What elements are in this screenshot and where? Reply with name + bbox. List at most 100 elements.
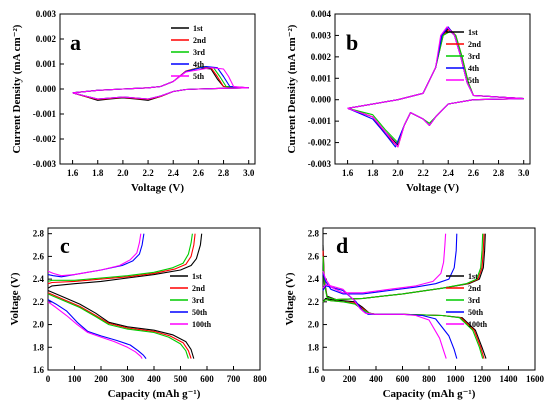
x-tick-label: 400 xyxy=(147,374,161,384)
x-tick-label: 1.6 xyxy=(67,168,79,178)
series-line xyxy=(72,87,249,100)
y-tick-label: 2.6 xyxy=(308,251,320,261)
y-tick-label: 0.003 xyxy=(36,9,57,19)
series-line xyxy=(347,26,524,109)
series-line xyxy=(72,87,249,100)
series-line xyxy=(322,233,484,301)
x-tick-label: 800 xyxy=(422,374,436,384)
y-tick-label: 0.002 xyxy=(36,34,57,44)
series-line xyxy=(347,98,524,148)
series-3rd xyxy=(72,65,249,100)
x-tick-label: 800 xyxy=(253,374,267,384)
y-tick-label: 2.0 xyxy=(33,320,45,330)
series-line xyxy=(47,233,203,289)
x-tick-label: 3.0 xyxy=(518,168,530,178)
x-tick-label: 2.2 xyxy=(142,168,154,178)
plot-frame xyxy=(334,13,531,165)
series-1st xyxy=(47,233,203,359)
series-line xyxy=(347,98,524,146)
x-tick-label: 500 xyxy=(174,374,188,384)
x-tick-label: 1600 xyxy=(526,374,545,384)
series-line xyxy=(47,289,195,359)
x-axis-label: Capacity (mAh g⁻¹) xyxy=(383,388,476,400)
legend-entry: 4th xyxy=(193,60,205,69)
series-line xyxy=(47,233,193,282)
series-2nd xyxy=(347,28,524,148)
y-tick-label: -0.003 xyxy=(33,159,57,169)
series-line xyxy=(72,87,249,101)
x-tick-label: 600 xyxy=(396,374,410,384)
x-tick-label: 2.0 xyxy=(392,168,404,178)
x-tick-label: 2.4 xyxy=(443,168,455,178)
legend-entry: 2nd xyxy=(468,40,481,49)
series-3rd xyxy=(47,233,193,359)
x-tick-label: 2.6 xyxy=(468,168,480,178)
series-line xyxy=(322,284,447,359)
series-100th xyxy=(322,233,447,359)
series-line xyxy=(322,233,458,295)
series-line xyxy=(72,67,249,94)
legend-entry: 1st xyxy=(468,272,478,281)
x-tick-label: 1.8 xyxy=(92,168,104,178)
panel-label: c xyxy=(60,233,70,258)
legend-entry: 1st xyxy=(193,24,203,33)
legend-entry: 4th xyxy=(468,64,480,73)
legend-entry: 1st xyxy=(192,272,202,281)
y-axis-label: Current Density (mA cm⁻²) xyxy=(286,24,298,153)
y-tick-label: 2.6 xyxy=(33,251,45,261)
x-tick-label: 1200 xyxy=(473,374,492,384)
x-tick-label: 2.8 xyxy=(493,168,505,178)
y-tick-label: 2.8 xyxy=(308,229,320,239)
series-5th xyxy=(72,67,249,100)
series-line xyxy=(322,299,485,359)
series-5th xyxy=(347,26,524,148)
legend: 1st 2nd 3rd 50th 100th xyxy=(446,272,488,329)
series-line xyxy=(47,292,192,359)
chart-panel-d: 0 200 400 600 800 1000 1200 1400 1600 1.6 1.8 2.0 2.… xyxy=(284,227,545,400)
legend: 1st 2nd 3rd 50th 100th xyxy=(170,272,212,329)
x-tick-label: 100 xyxy=(68,374,82,384)
y-tick-label: -0.003 xyxy=(308,159,332,169)
series-line xyxy=(322,233,447,294)
y-tick-label: -0.001 xyxy=(33,109,57,119)
y-tick-label: 0.003 xyxy=(311,30,332,40)
y-tick-label: 0.001 xyxy=(36,59,57,69)
series-line xyxy=(322,297,487,359)
x-tick-label: 700 xyxy=(227,374,241,384)
series-4th xyxy=(72,65,249,100)
plot-frame xyxy=(47,227,261,371)
legend-entry: 1st xyxy=(468,28,478,37)
series-line xyxy=(347,98,524,148)
x-tick-label: 2.8 xyxy=(218,168,230,178)
x-tick-label: 2.4 xyxy=(168,168,180,178)
x-tick-label: 1000 xyxy=(447,374,466,384)
y-tick-label: 2.0 xyxy=(308,320,320,330)
series-2nd xyxy=(47,233,196,359)
series-line xyxy=(347,98,524,148)
series-3rd xyxy=(347,30,524,144)
plot-frame xyxy=(59,13,256,165)
x-tick-label: 600 xyxy=(200,374,214,384)
y-tick-label: 2.8 xyxy=(33,229,45,239)
y-tick-label: -0.001 xyxy=(308,116,332,126)
series-line xyxy=(322,285,458,359)
y-tick-label: 1.8 xyxy=(33,342,45,352)
y-tick-label: 2.4 xyxy=(308,274,320,284)
series-1st xyxy=(347,28,524,146)
series-line xyxy=(47,233,196,285)
panel-label: d xyxy=(336,233,348,258)
x-tick-label: 3.0 xyxy=(243,168,255,178)
legend: 1st 2nd 3rd 4th 5th xyxy=(446,28,481,85)
legend-entry: 5th xyxy=(193,72,205,81)
x-tick-label: 2.0 xyxy=(117,168,129,178)
legend-entry: 100th xyxy=(468,320,488,329)
x-tick-label: 200 xyxy=(343,374,357,384)
chart-panel-a: 1.6 1.8 2.0 2.2 2.4 2.6 2.8 3.0 -0.003 -0.002 -0.0… xyxy=(11,9,256,194)
legend-entry: 3rd xyxy=(468,296,481,305)
series-line xyxy=(47,293,189,359)
legend-entry: 100th xyxy=(192,320,212,329)
chart-panel-c: 0 100 200 300 400 500 600 700 800 1.6 1.8 2.0 2.2 2.4… xyxy=(9,227,267,400)
x-tick-label: 1.6 xyxy=(342,168,354,178)
series-line xyxy=(72,87,249,100)
